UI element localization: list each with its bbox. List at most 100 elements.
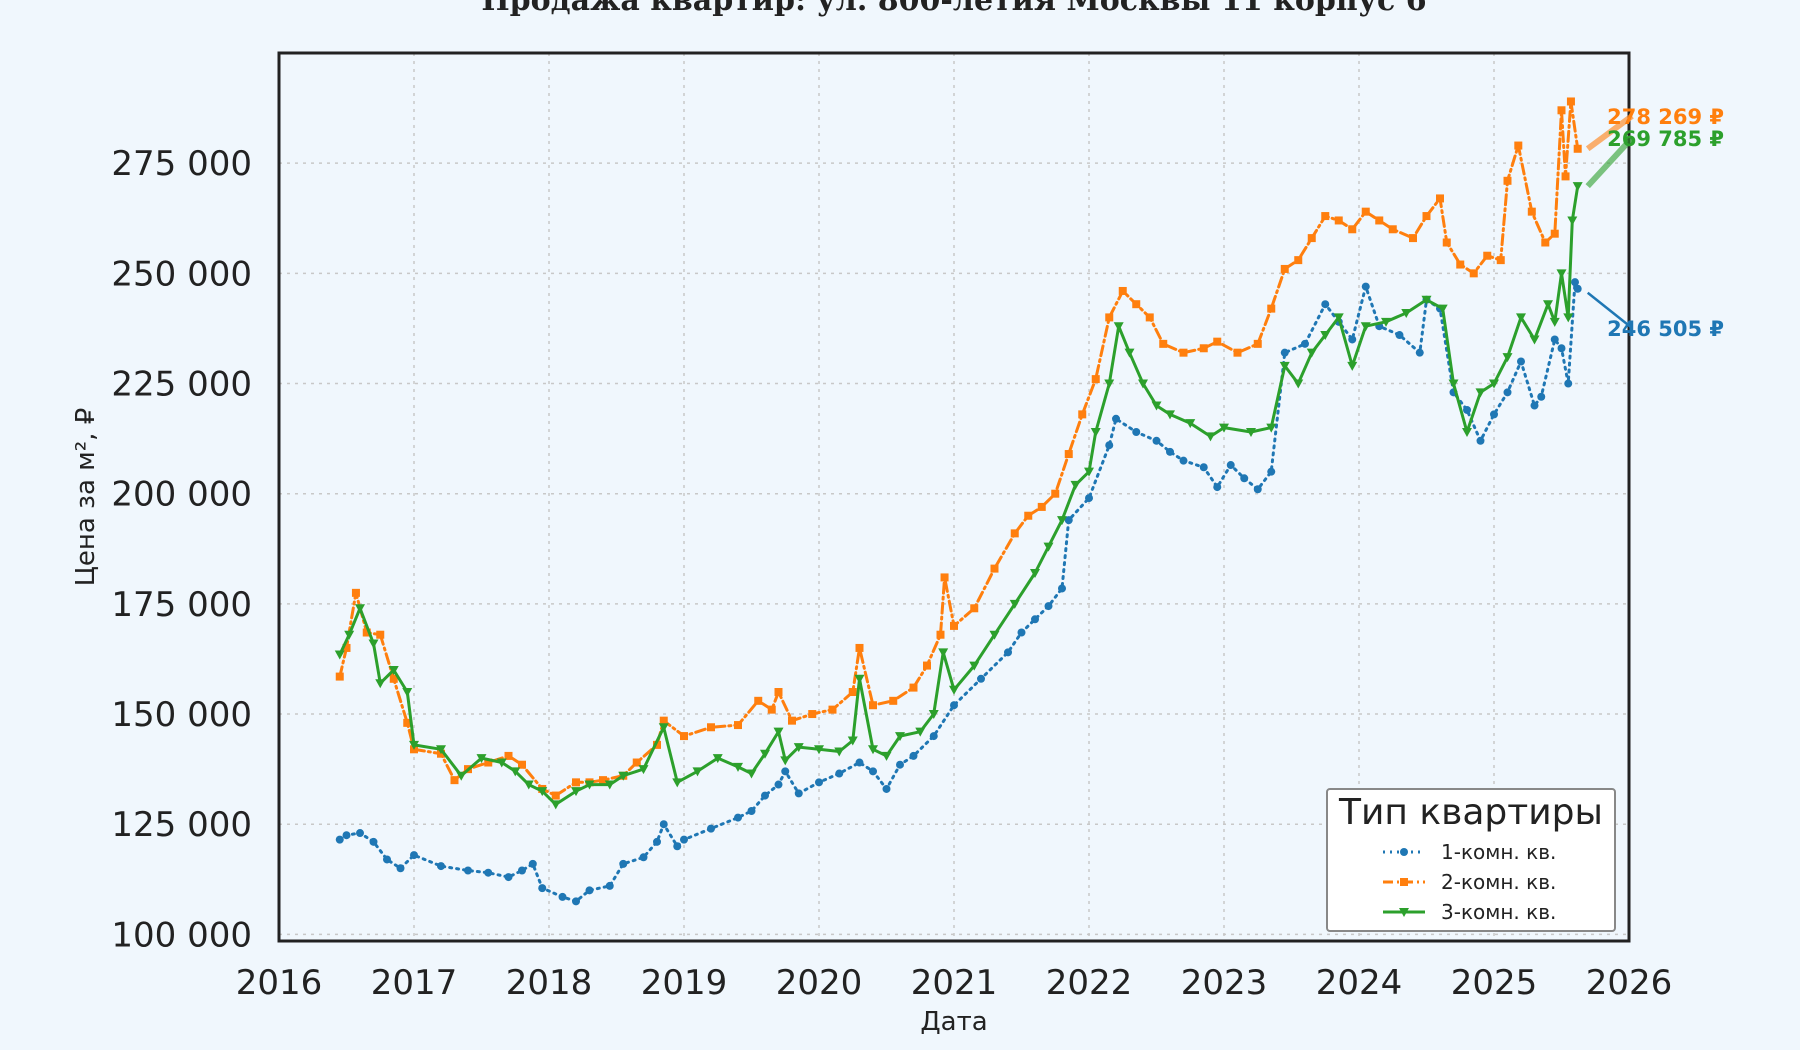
- end-arrow-3: [1585, 135, 1635, 189]
- data-point: [1571, 278, 1579, 287]
- data-point: [504, 751, 513, 760]
- data-point: [1448, 379, 1459, 389]
- data-point: [585, 886, 594, 895]
- y-tick-label: 275 000: [111, 144, 252, 184]
- data-point: [1469, 269, 1478, 278]
- data-point: [950, 701, 958, 710]
- data-point: [653, 740, 661, 749]
- data-point: [1456, 260, 1465, 269]
- data-point: [1395, 331, 1404, 340]
- data-point: [1213, 337, 1222, 346]
- data-point: [1030, 569, 1040, 579]
- data-point: [639, 853, 648, 862]
- data-point: [1489, 379, 1499, 389]
- data-point: [484, 758, 493, 767]
- data-point: [760, 749, 770, 759]
- data-point: [572, 778, 580, 787]
- x-axis-label: Дата: [920, 1007, 987, 1037]
- data-point: [815, 778, 823, 787]
- data-point: [619, 859, 628, 868]
- end-arrow-1: [1586, 291, 1633, 329]
- data-point: [1124, 348, 1135, 358]
- data-point: [1091, 375, 1100, 384]
- data-point: [773, 727, 784, 737]
- data-point: [969, 661, 980, 671]
- data-point: [342, 831, 351, 840]
- data-point: [388, 665, 399, 675]
- data-point: [869, 701, 877, 710]
- data-point: [938, 648, 949, 658]
- data-point: [1306, 348, 1317, 358]
- data-point: [484, 868, 493, 877]
- data-point: [1064, 450, 1073, 459]
- data-point: [915, 727, 926, 737]
- data-point: [1280, 264, 1289, 273]
- data-point: [680, 732, 688, 741]
- data-point: [1151, 401, 1162, 411]
- data-point: [334, 650, 345, 660]
- y-axis-label: Цена за м², ₽: [71, 408, 101, 587]
- data-point: [1017, 628, 1026, 637]
- data-point: [355, 604, 365, 614]
- data-point: [780, 756, 791, 766]
- data-point: [1166, 447, 1174, 456]
- data-point: [692, 767, 703, 777]
- data-point: [605, 881, 614, 890]
- data-point: [1085, 494, 1093, 503]
- chart-title: Продажа квартир: ул. 800-летия Москвы 11…: [481, 0, 1426, 18]
- legend-label-2: 2-комн. кв.: [1441, 870, 1556, 894]
- data-point: [1199, 344, 1208, 353]
- data-point: [1280, 348, 1289, 357]
- data-point: [344, 630, 355, 640]
- data-point: [1104, 379, 1115, 389]
- data-point: [518, 760, 526, 769]
- data-point: [1320, 331, 1331, 341]
- data-point: [437, 862, 445, 871]
- end-value-label-3: 269 785 ₽: [1607, 127, 1724, 151]
- legend: Тип квартиры 1-комн. кв. 2-комн. кв. 3-ком…: [1326, 788, 1616, 932]
- data-point: [351, 588, 360, 597]
- data-point: [814, 745, 824, 755]
- data-point: [1090, 427, 1101, 437]
- data-point: [658, 723, 669, 733]
- data-point: [834, 747, 845, 757]
- data-point: [369, 837, 378, 846]
- x-tick-label: 2022: [1046, 963, 1133, 1003]
- data-point: [1266, 423, 1277, 433]
- data-point: [734, 813, 742, 822]
- data-point: [854, 674, 865, 684]
- x-tick-label: 2017: [371, 963, 458, 1003]
- data-point: [335, 672, 344, 681]
- y-tick-label: 250 000: [111, 254, 252, 294]
- data-point: [1037, 502, 1046, 511]
- data-point: [746, 769, 757, 779]
- data-point: [1233, 348, 1242, 357]
- data-point: [659, 716, 668, 725]
- data-point: [538, 884, 547, 893]
- data-point: [523, 780, 534, 790]
- data-point: [1112, 414, 1120, 423]
- data-point: [604, 780, 615, 790]
- data-point: [950, 621, 958, 630]
- data-point: [1463, 405, 1471, 414]
- data-point: [456, 771, 467, 781]
- data-point: [855, 758, 864, 767]
- data-point: [1388, 225, 1397, 234]
- data-point: [1004, 648, 1012, 657]
- data-point: [653, 837, 661, 846]
- data-point: [781, 767, 790, 776]
- x-tick-label: 2021: [911, 963, 998, 1003]
- y-tick-label: 175 000: [111, 585, 252, 625]
- data-point: [923, 661, 931, 670]
- data-point: [1159, 339, 1168, 348]
- legend-label-3: 3-комн. кв.: [1441, 900, 1556, 924]
- tick-layer: 2016 2017 2018 2019 2020 2021 2022 2023 2024 2025…: [111, 144, 1672, 1003]
- data-point: [510, 767, 521, 777]
- data-point: [1138, 379, 1148, 389]
- legend-marker-2: [1400, 878, 1408, 886]
- data-point: [881, 751, 892, 761]
- data-point: [774, 780, 783, 789]
- data-point: [1516, 313, 1526, 323]
- data-point: [1436, 194, 1444, 203]
